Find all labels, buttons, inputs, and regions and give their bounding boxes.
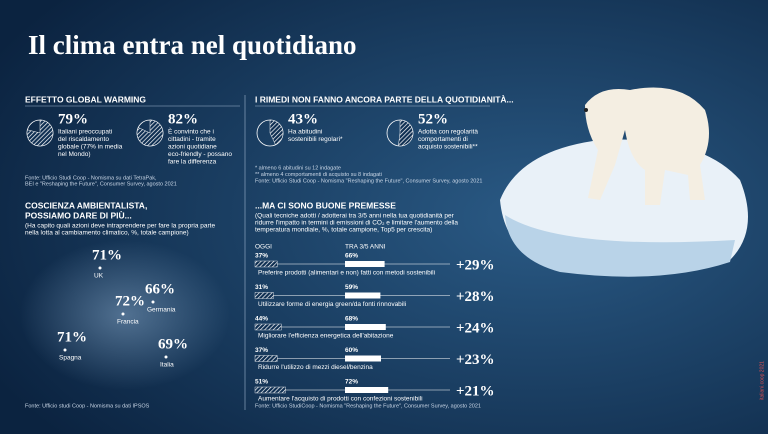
item-text: globale (77% in media — [58, 144, 123, 151]
title: Il clima entra nel quotidiano — [28, 30, 357, 60]
today-bar — [254, 292, 274, 299]
column-header: OGGI — [255, 244, 272, 251]
map-dot — [151, 300, 155, 304]
today-bar — [254, 386, 286, 394]
growth: +29% — [456, 257, 495, 273]
source: BEI e "Reshaping the Future", Consumer S… — [25, 181, 177, 187]
country-percent: 66% — [145, 281, 175, 297]
map-dot — [98, 266, 102, 270]
row-label: Aumentare l'acquisto di prodotti con con… — [258, 396, 423, 403]
today-bar — [254, 355, 278, 362]
future-label: 60% — [345, 347, 358, 354]
country-name: Italia — [160, 362, 174, 369]
today-label: 37% — [255, 253, 268, 260]
country-name: Spagna — [59, 355, 82, 362]
growth: +24% — [456, 320, 495, 336]
future-label: 66% — [345, 253, 358, 260]
today-label: 31% — [255, 284, 268, 291]
today-label: 51% — [255, 379, 268, 386]
country-percent: 71% — [57, 329, 87, 345]
item-text: azioni quotidiane — [168, 144, 217, 151]
subtitle: nella lotta al cambiamento climatico, %,… — [25, 230, 189, 237]
growth: +23% — [456, 352, 495, 368]
item-text: È convinto che i — [168, 127, 214, 136]
item-text: acquisto sostenibili** — [418, 144, 478, 151]
pie-wedge — [269, 119, 284, 146]
percent-label: 43% — [288, 111, 318, 127]
bear-nose — [584, 108, 588, 112]
country-percent: 69% — [158, 336, 188, 352]
item-text: nel Mondo) — [58, 151, 91, 158]
map-dot — [63, 348, 67, 352]
today-bar — [254, 260, 278, 268]
item-text: Adotta con regolarità — [418, 129, 478, 136]
pie-wedge — [398, 119, 414, 147]
subtitle: ridurre l'impatto in termini di emission… — [255, 220, 458, 227]
country-percent: 71% — [92, 247, 122, 263]
note: * almeno 6 abitudini su 12 indagate — [255, 165, 341, 171]
percent-label: 52% — [418, 111, 448, 127]
ice-shadow — [505, 215, 735, 277]
item-text: Ha abitudini — [288, 129, 322, 136]
future-label: 59% — [345, 284, 358, 291]
polar-bear — [585, 87, 709, 205]
note: Fonte: Ufficio Studi Coop - Nomisma "Res… — [255, 178, 482, 184]
today-bar — [254, 323, 282, 331]
percent-label: 82% — [168, 111, 198, 127]
growth: +28% — [456, 289, 495, 305]
today-label: 44% — [255, 316, 268, 323]
future-label: 72% — [345, 379, 358, 386]
map-dot — [164, 355, 168, 359]
item-text: fare la differenza — [168, 159, 217, 166]
subtitle: (Quali tecniche adotti / adotterai tra 3… — [255, 213, 455, 220]
source: Fonte: Ufficio Studi Coop - Nomisma su d… — [25, 175, 157, 181]
item-text: comportamenti di — [418, 136, 468, 143]
future-label: 68% — [345, 316, 358, 323]
percent-label: 79% — [58, 111, 88, 127]
source: Fonte: Ufficio StudiCoop - Nomisma "Resh… — [255, 403, 481, 409]
row-label: Ridurre l'utilizzo di mezzi diesel/benzi… — [258, 364, 373, 371]
pie-wedge — [26, 119, 54, 147]
row-label: Utilizzare forme di energia green/da fon… — [258, 301, 406, 308]
subtitle: temperatura mondiale, %, totale campione… — [255, 227, 432, 234]
row-label: Preferire prodotti (alimentari e non) fa… — [258, 270, 435, 277]
item-text: sostenibili regolari* — [288, 136, 343, 143]
country-percent: 72% — [115, 293, 145, 309]
section-heading: I RIMEDI NON FANNO ANCORA PARTE DELLA QU… — [255, 94, 514, 104]
item-text: Italiani preoccupati — [58, 129, 112, 136]
column-header: TRA 3/5 ANNI — [345, 244, 386, 251]
europe-map — [20, 240, 230, 390]
today-label: 37% — [255, 347, 268, 354]
subtitle: (Ha capito quali azioni deve intraprende… — [25, 223, 215, 230]
item-text: eco-friendly - possano — [168, 151, 232, 158]
side-label: italiani.coop 2021 — [759, 361, 765, 400]
map-dot — [121, 312, 125, 316]
note: ** almeno 4 comportamenti di acquisto su… — [255, 172, 382, 178]
item-text: cittadini - tramite — [168, 136, 216, 143]
item-text: del riscaldamento — [58, 136, 109, 143]
section-heading: COSCIENZA AMBIENTALISTA, — [25, 200, 147, 210]
source: Fonte: Ufficio studi Coop - Nomisma su d… — [25, 403, 150, 409]
country-name: Germania — [147, 307, 176, 314]
pie-wedge — [136, 119, 164, 147]
section-heading: POSSIAMO DARE DI PIÙ... — [25, 209, 132, 220]
country-name: Francia — [117, 319, 139, 326]
country-name: UK — [94, 273, 104, 280]
row-label: Migliorare l'efficienza energetica dell'… — [258, 333, 394, 340]
section-heading: ...MA CI SONO BUONE PREMESSE — [255, 200, 396, 210]
growth: +21% — [456, 383, 495, 399]
section-heading: EFFETTO GLOBAL WARMING — [25, 94, 146, 104]
